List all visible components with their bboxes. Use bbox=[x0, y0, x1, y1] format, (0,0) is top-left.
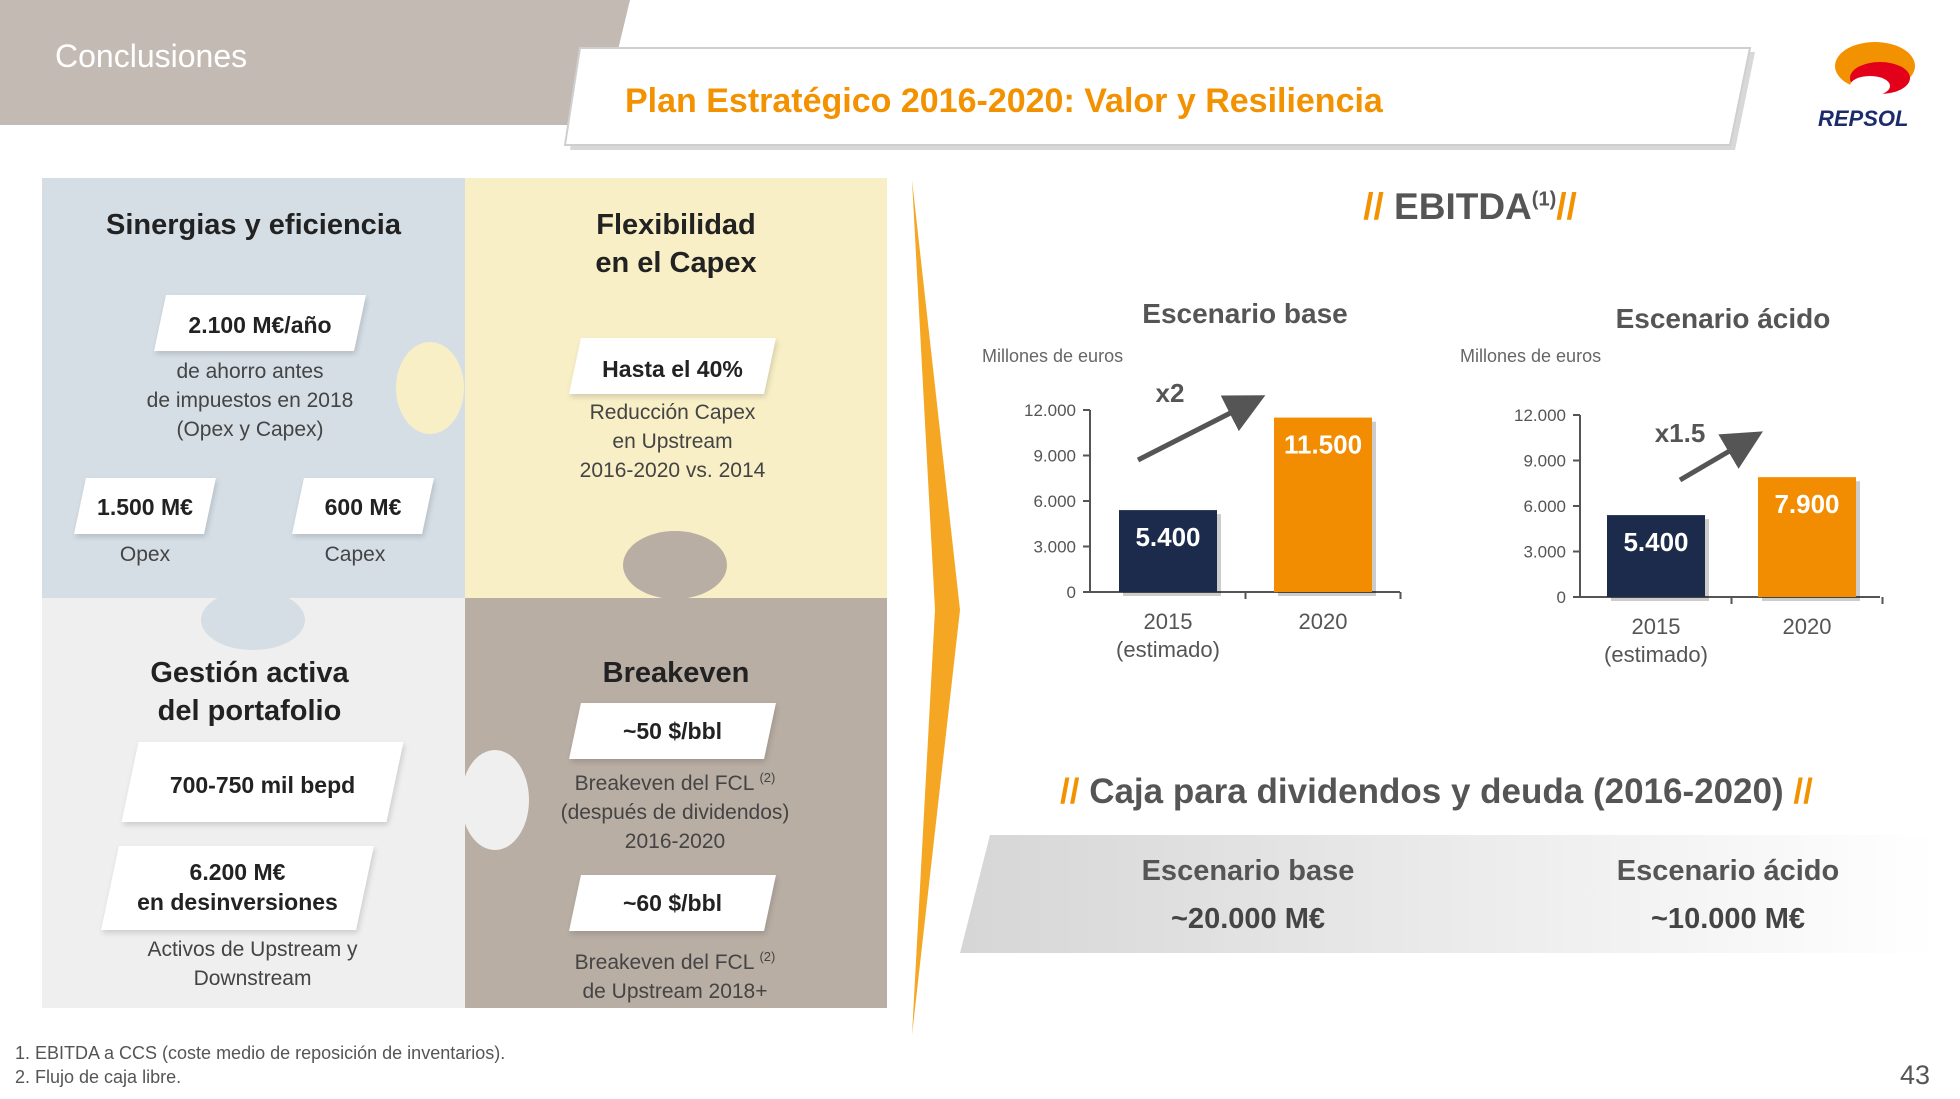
chart-title: Escenario base bbox=[1142, 298, 1347, 329]
note-ref: (2) bbox=[759, 949, 776, 964]
y-tick-label: 12.000 bbox=[1024, 401, 1076, 420]
quadrant-text: Reducción Capex en Upstream 2016-2020 vs… bbox=[579, 401, 766, 482]
y-tick-label: 6.000 bbox=[1523, 497, 1566, 516]
quadrant-title: Sinergias y eficiencia bbox=[106, 209, 401, 241]
cash-heading: // Caja para dividendos y deuda (2016-20… bbox=[1060, 772, 1813, 812]
footnote: 1. EBITDA a CCS (coste medio de reposici… bbox=[15, 1043, 506, 1063]
x-tick-label: 2020 bbox=[1782, 614, 1832, 639]
quadrant-text: Breakeven del FCL (2) de Upstream 2018+ bbox=[500, 942, 850, 1006]
bar bbox=[1119, 510, 1217, 592]
bar bbox=[1607, 515, 1705, 597]
heading-text: Caja para dividendos y deuda (2016-2020) bbox=[1089, 772, 1784, 811]
x-tick-label: 2020 bbox=[1298, 609, 1348, 634]
note-text: de Upstream 2018+ bbox=[582, 980, 768, 1003]
scenario-value: ~10.000 M€ bbox=[1651, 903, 1805, 935]
y-tick-label: 12.000 bbox=[1514, 406, 1566, 425]
note-ref: (2) bbox=[759, 770, 776, 785]
quadrant-text: Breakeven del FCL (2) (después de dividen… bbox=[500, 763, 850, 856]
badge-text: 6.200 M€ en desinversiones bbox=[137, 859, 338, 915]
annotation-arrow bbox=[1136, 395, 1266, 463]
y-tick-label: 6.000 bbox=[1033, 492, 1076, 511]
scenario-value: ~20.000 M€ bbox=[1171, 903, 1325, 935]
x-tick-label: 2015 (estimado) bbox=[1116, 609, 1220, 662]
axis-label: Millones de euros bbox=[982, 346, 1123, 366]
y-tick-label: 9.000 bbox=[1033, 447, 1076, 466]
y-tick-label: 0 bbox=[1557, 588, 1566, 607]
annotation: x1.5 bbox=[1655, 418, 1706, 448]
slide-title: Plan Estratégico 2016-2020: Valor y Resi… bbox=[625, 82, 1383, 120]
header-shapes bbox=[0, 0, 1915, 150]
badge-text: ~60 $/bbl bbox=[622, 890, 723, 916]
value-label: 5.400 bbox=[1135, 522, 1200, 552]
page-number: 43 bbox=[1900, 1060, 1931, 1090]
value-label: 5.400 bbox=[1623, 527, 1688, 557]
bar bbox=[1758, 477, 1856, 597]
quadrant-title: Gestión activa del portafolio bbox=[150, 657, 349, 727]
scenario-name: Escenario ácido bbox=[1616, 855, 1840, 887]
quadrant-title: Breakeven bbox=[602, 657, 750, 689]
ebitda-heading: // EBITDA(1)// bbox=[1270, 186, 1670, 228]
item-label: Opex bbox=[119, 543, 171, 566]
badge-text: 1.500 M€ bbox=[97, 494, 193, 520]
heading-mark: // bbox=[1363, 186, 1384, 227]
value-label: 11.500 bbox=[1284, 430, 1362, 460]
badge-text: ~50 $/bbl bbox=[622, 718, 723, 744]
heading-ref: (1) bbox=[1531, 188, 1557, 211]
scenario-name: Escenario base bbox=[1141, 855, 1355, 887]
chart-title: Escenario ácido bbox=[1616, 303, 1831, 334]
x-tick-label: 2015 (estimado) bbox=[1604, 614, 1708, 667]
logo-text: REPSOL bbox=[1818, 106, 1909, 131]
note-text: (después de dividendos) 2016-2020 bbox=[560, 801, 790, 853]
badge-text: 600 M€ bbox=[324, 494, 402, 520]
badge-text: 2.100 M€/año bbox=[188, 312, 332, 338]
heading-text: EBITDA bbox=[1394, 186, 1532, 227]
cash-band bbox=[960, 835, 1935, 953]
heading-mark: // bbox=[1060, 772, 1080, 811]
bar bbox=[1274, 417, 1372, 592]
note-text: Breakeven del FCL bbox=[574, 772, 754, 795]
quadrant-text: de ahorro antes de impuestos en 2018 (Op… bbox=[146, 360, 354, 441]
quadrant-title: Flexibilidad en el Capex bbox=[595, 209, 757, 279]
charts: Escenario base Millones de euros 0 3.000 6.0… bbox=[982, 298, 1884, 607]
axis-label: Millones de euros bbox=[1460, 346, 1601, 366]
heading-mark: // bbox=[1556, 186, 1577, 227]
heading-mark: // bbox=[1793, 772, 1813, 811]
note-text: Breakeven del FCL bbox=[574, 951, 754, 974]
y-tick-label: 3.000 bbox=[1523, 543, 1566, 562]
annotation: x2 bbox=[1156, 378, 1185, 408]
footnote: 2. Flujo de caja libre. bbox=[15, 1067, 182, 1087]
y-tick-label: 3.000 bbox=[1033, 538, 1076, 557]
y-tick-label: 0 bbox=[1067, 583, 1076, 602]
value-label: 7.900 bbox=[1774, 489, 1839, 519]
badge-text: Hasta el 40% bbox=[602, 356, 743, 382]
badge-text: 700-750 mil bepd bbox=[169, 772, 356, 798]
y-tick-label: 9.000 bbox=[1523, 452, 1566, 471]
quadrant-text: Activos de Upstream y Downstream bbox=[147, 938, 358, 990]
section-label: Conclusiones bbox=[55, 38, 248, 74]
annotation-arrow bbox=[1678, 431, 1763, 483]
item-label: Capex bbox=[324, 543, 386, 566]
